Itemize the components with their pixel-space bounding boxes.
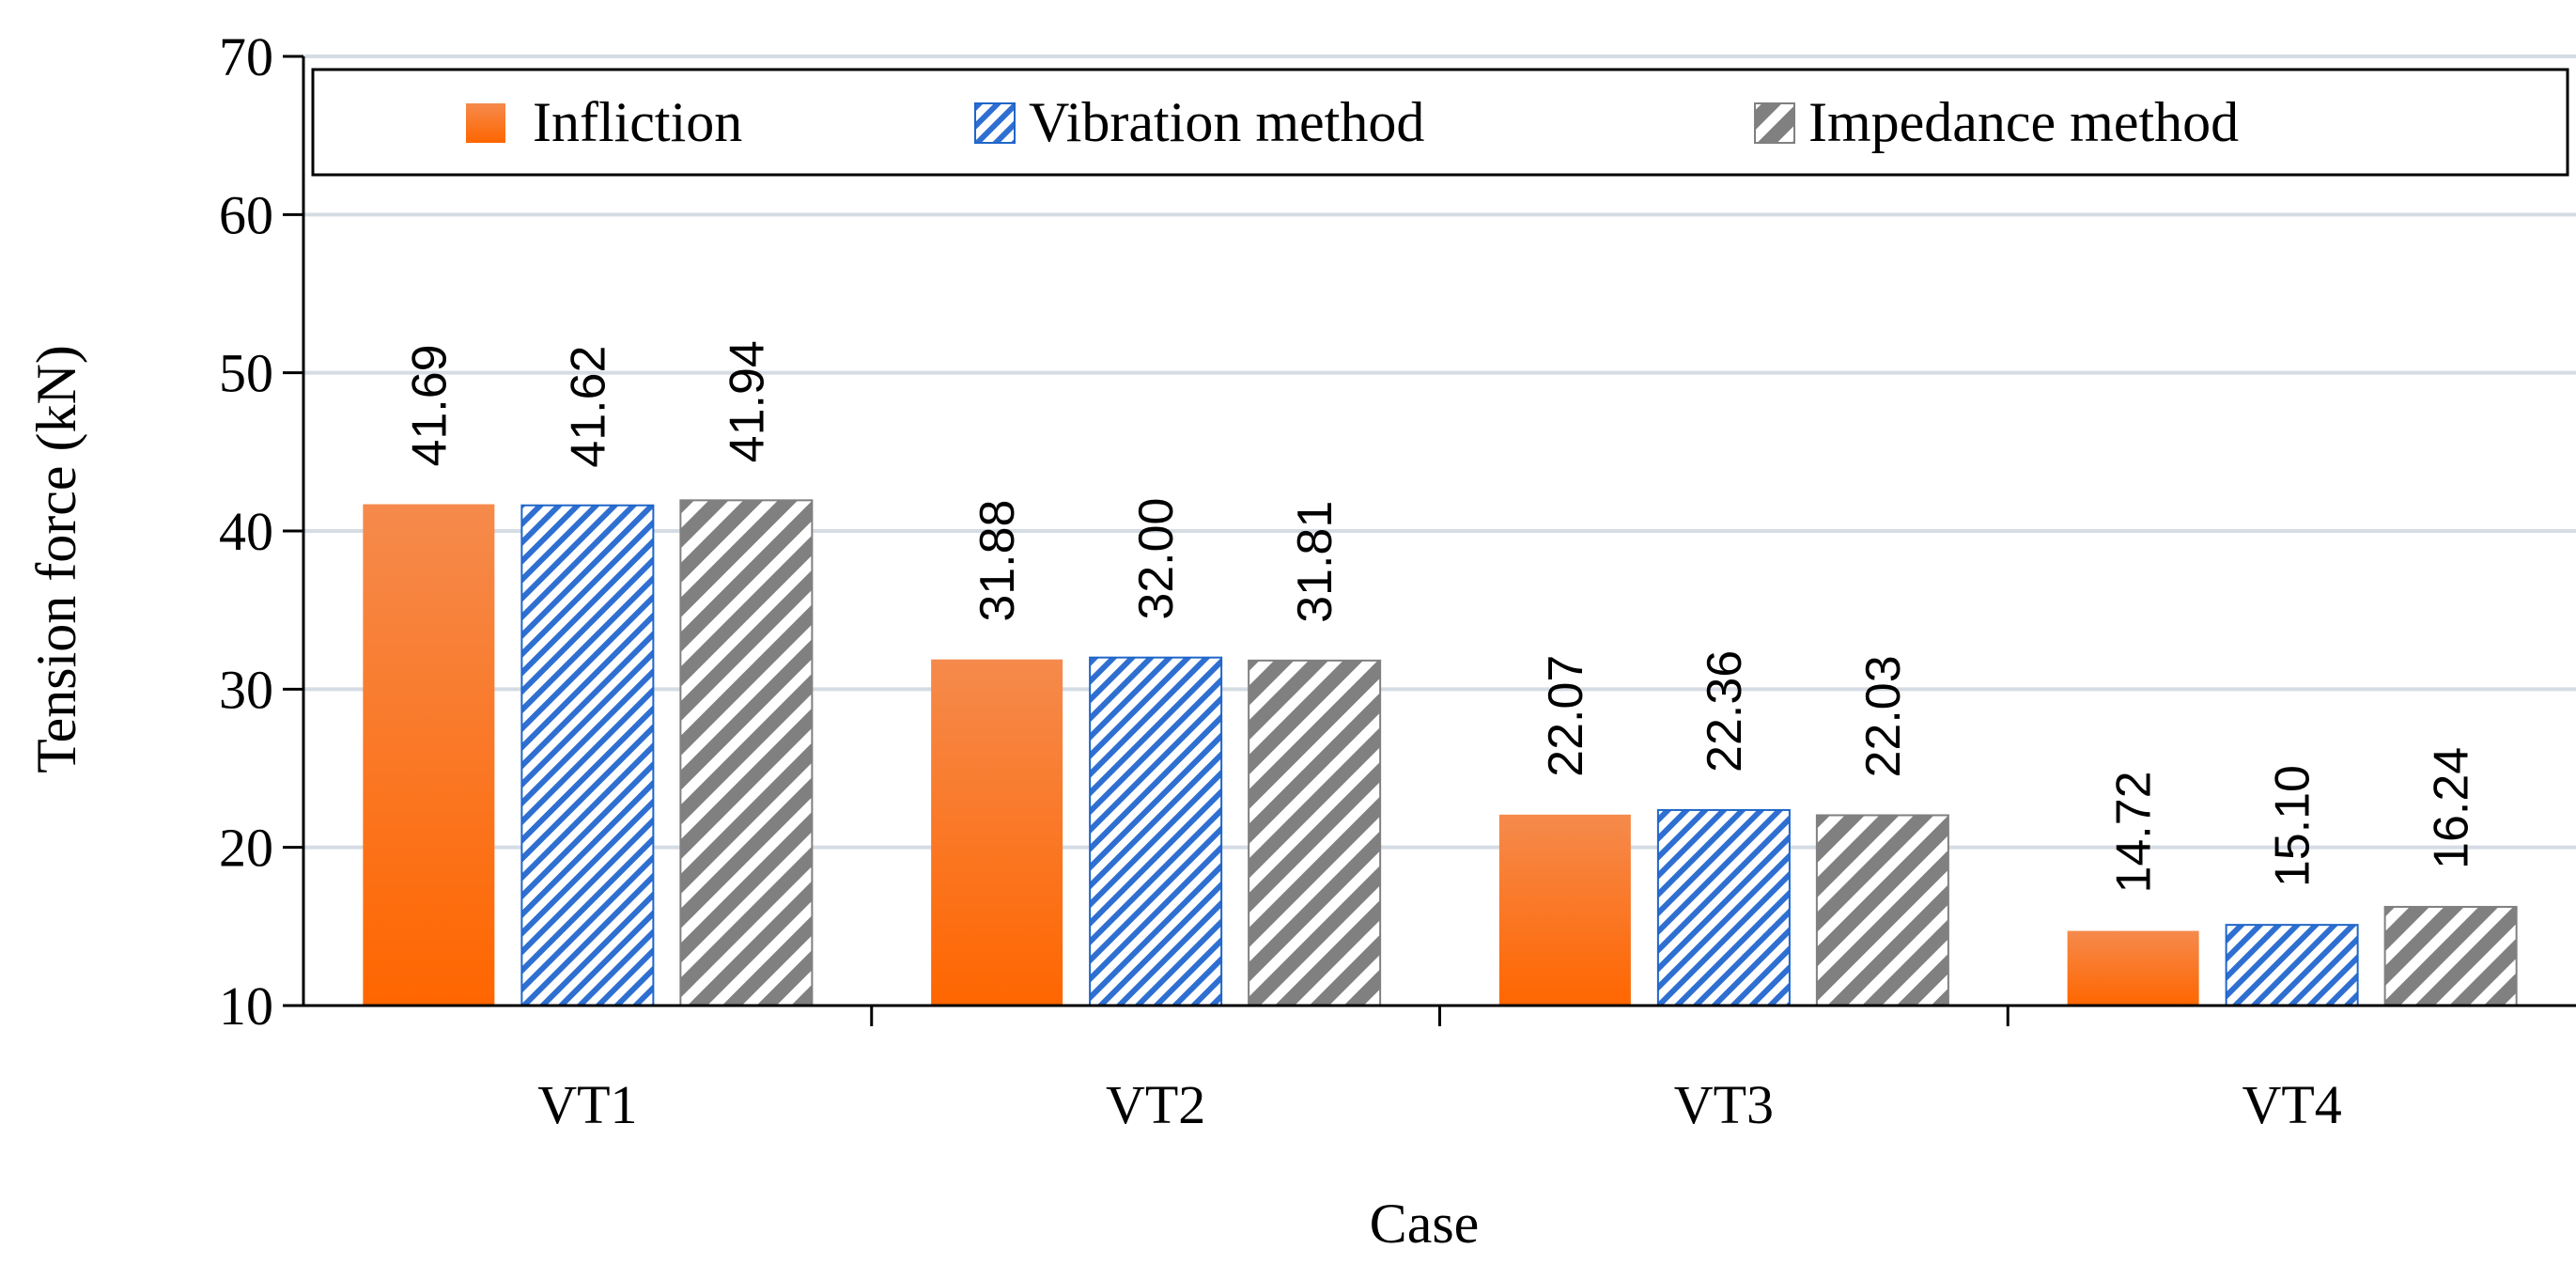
x-axis-title: Case [1370,1193,1480,1255]
data-label-vt1-vibration-method: 41.62 [561,346,615,468]
axes: 10 20 30 40 50 60 70 VT1 VT2 VT3 VT4 [219,26,2576,1135]
legend-label-vibration: Vibration method [1029,91,1424,153]
data-label-vt4-vibration-method: 15.10 [2266,765,2320,887]
bars [363,499,2518,1007]
y-tick-label-60: 60 [219,184,273,245]
bar-vt1-infliction [363,504,495,1006]
data-label-vt2-impedance-method: 31.81 [1288,501,1342,623]
bar-vt1-impedance-method [679,499,814,1007]
data-label-vt1-impedance-method: 41.94 [720,340,774,462]
bar-vt3-impedance-method [1815,814,1949,1007]
legend-swatch-infliction [466,103,505,143]
y-tick-label-70: 70 [219,26,273,87]
bar-vt2-impedance-method [1248,659,1382,1007]
y-tick-label-20: 20 [219,818,273,879]
legend-swatch-impedance [1754,102,1795,144]
x-tick-label-vt1: VT1 [537,1074,637,1135]
x-tick-label-vt2: VT2 [1106,1074,1205,1135]
bar-vt4-vibration-method [2225,924,2359,1007]
legend-label-impedance: Impedance method [1808,91,2239,153]
legend-box [311,68,2569,177]
bar-vt1-vibration-method [520,504,655,1007]
data-label-vt3-infliction: 22.07 [1539,655,1593,777]
y-tick-label-50: 50 [219,343,273,404]
data-label-vt4-infliction: 14.72 [2107,771,2162,893]
y-tick-label-30: 30 [219,659,273,720]
data-labels: 41.69 41.62 41.94 31.88 32.00 31.81 22.07 22.36… [402,340,2478,893]
x-tick-label-vt3: VT3 [1674,1074,1774,1135]
data-label-vt4-impedance-method: 16.24 [2425,747,2479,869]
bar-vt2-infliction [931,659,1063,1006]
legend-swatch-vibration [974,102,1016,144]
bar-vt4-infliction [2067,930,2199,1006]
data-label-vt2-infliction: 31.88 [970,500,1025,622]
data-label-vt3-vibration-method: 22.36 [1698,650,1752,772]
bar-vt4-impedance-method [2383,905,2518,1007]
data-label-vt3-impedance-method: 22.03 [1856,655,1911,777]
legend: Infliction Vibration method Impedance me… [311,68,2569,177]
legend-label-infliction: Infliction [533,91,742,153]
x-tick-label-vt4: VT4 [2242,1074,2341,1135]
bar-vt2-vibration-method [1089,656,1223,1007]
y-tick-label-40: 40 [219,501,273,562]
bar-vt3-vibration-method [1656,808,1791,1007]
bar-vt3-infliction [1498,814,1631,1006]
data-label-vt1-infliction: 41.69 [402,344,457,466]
data-label-vt2-vibration-method: 32.00 [1129,498,1184,620]
y-tick-label-10: 10 [219,975,273,1037]
y-axis-title: Tension force (kN) [25,345,87,773]
